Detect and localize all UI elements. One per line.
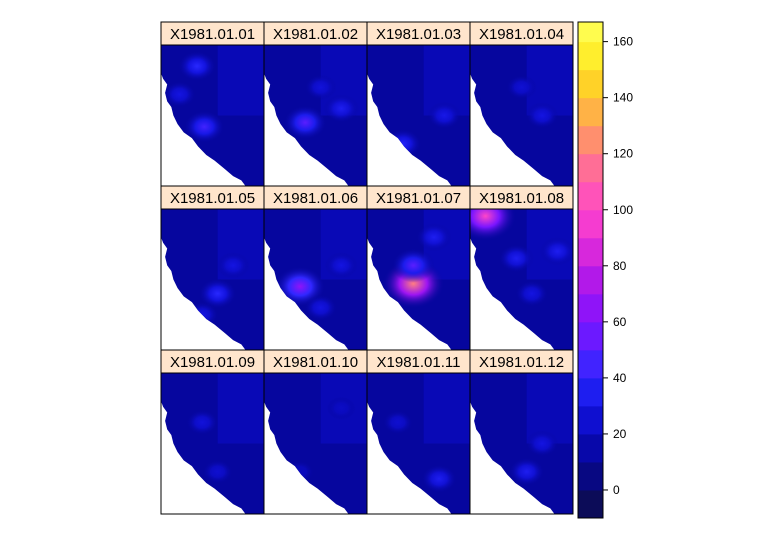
colorbar-segment (578, 321, 603, 351)
colorbar-tick-label: 80 (613, 259, 627, 273)
map-panel: X1981.01.11 (366, 349, 471, 515)
land-shade (423, 373, 470, 444)
panel-title: X1981.01.11 (377, 354, 461, 371)
panel-title: X1981.01.04 (479, 26, 564, 43)
map-panel: X1981.01.10 (263, 349, 368, 515)
panel-title: X1981.01.05 (170, 190, 255, 207)
precip-hotspot (184, 110, 225, 143)
precip-hotspot (470, 209, 517, 241)
colorbar-segment (578, 489, 603, 519)
colorbar-segment (578, 405, 603, 435)
colorbar-segment (578, 265, 603, 295)
precip-hotspot (498, 244, 535, 273)
colorbar-segment (578, 125, 603, 155)
colorbar-segment (578, 461, 603, 491)
map-panel: X1981.01.05 (160, 185, 265, 351)
precip-hotspot (202, 459, 233, 484)
colorbar-tick-label: 60 (613, 315, 627, 329)
precip-hotspot (525, 102, 559, 129)
colorbar-border (577, 21, 604, 519)
map-panel: X1981.01.04 (469, 21, 574, 187)
colorbar-segment (578, 97, 603, 127)
precip-hotspot (198, 278, 237, 309)
map-panel: X1981.01.08 (469, 185, 574, 351)
precip-hotspot (216, 252, 250, 279)
colorbar-segment (578, 69, 603, 99)
precip-hotspot (283, 105, 327, 140)
map-panel: X1981.01.03 (366, 21, 471, 187)
precip-hotspot (421, 464, 457, 493)
precip-hotspot (163, 81, 197, 108)
precip-hotspot (427, 101, 462, 130)
colorbar-segment (578, 153, 603, 183)
precip-hotspot (515, 280, 549, 307)
land-shade (217, 373, 264, 444)
map-panel: X1981.01.12 (469, 349, 574, 515)
panel-title: X1981.01.08 (479, 190, 564, 207)
colorbar-tick-label: 20 (613, 427, 627, 441)
land-shade (526, 45, 573, 116)
precipitation-field (161, 45, 264, 186)
colorbar-segment (578, 209, 603, 239)
colorbar-segment (578, 41, 603, 71)
panel-title: X1981.01.01 (170, 26, 255, 43)
map-panel: X1981.01.01 (160, 21, 265, 187)
map-panel: X1981.01.02 (263, 21, 368, 187)
colorbar-tick-label: 140 (613, 91, 633, 105)
precip-hotspot (508, 457, 545, 486)
precip-hotspot (525, 430, 559, 457)
colorbar-segment (578, 181, 603, 211)
precip-hotspot (304, 294, 338, 321)
colorbar-segment (578, 433, 603, 463)
colorbar-segment (578, 22, 603, 43)
precip-hotspot (186, 409, 219, 436)
panel-title: X1981.01.09 (170, 354, 255, 371)
panel-title: X1981.01.07 (376, 190, 461, 207)
land-shade (526, 373, 573, 444)
precip-hotspot (323, 94, 359, 123)
colorbar-tick-label: 0 (613, 483, 620, 497)
panel-border (469, 372, 574, 515)
land-shade (217, 45, 264, 116)
map-panel: X1981.01.07 (366, 185, 471, 351)
panel-title: X1981.01.06 (273, 190, 358, 207)
colorbar-segment (578, 377, 603, 407)
panel-title: X1981.01.12 (479, 354, 564, 371)
precip-hotspot (506, 74, 537, 100)
colorbar-tick-label: 40 (613, 371, 627, 385)
precip-hotspot (539, 237, 573, 266)
colorbar-tick-label: 160 (613, 35, 633, 49)
colorbar-segment (578, 349, 603, 379)
precip-hotspot (304, 74, 337, 101)
precip-hotspot (178, 50, 217, 82)
colorbar-tick-label: 120 (613, 147, 633, 161)
precip-hotspot (391, 248, 435, 283)
colorbar-segment (578, 237, 603, 267)
colorbar-segment (578, 293, 603, 323)
precip-hotspot (326, 396, 356, 420)
precip-hotspot (382, 410, 414, 435)
colorbar: 0 20 40 60 80 100 120 140 160 (577, 21, 633, 519)
panel-title: X1981.01.10 (273, 354, 358, 371)
panel-grid: X1981.01.01 X1981.01.02 X1981.01.03 X1981.0… (160, 21, 574, 515)
precip-hotspot (324, 252, 358, 279)
panel-title: X1981.01.03 (376, 26, 461, 43)
colorbar-tick-label: 100 (613, 203, 633, 217)
panel-title: X1981.01.02 (273, 26, 358, 43)
precip-hotspot (416, 223, 452, 252)
map-panel: X1981.01.06 (263, 185, 368, 351)
map-panel: X1981.01.09 (160, 349, 265, 515)
